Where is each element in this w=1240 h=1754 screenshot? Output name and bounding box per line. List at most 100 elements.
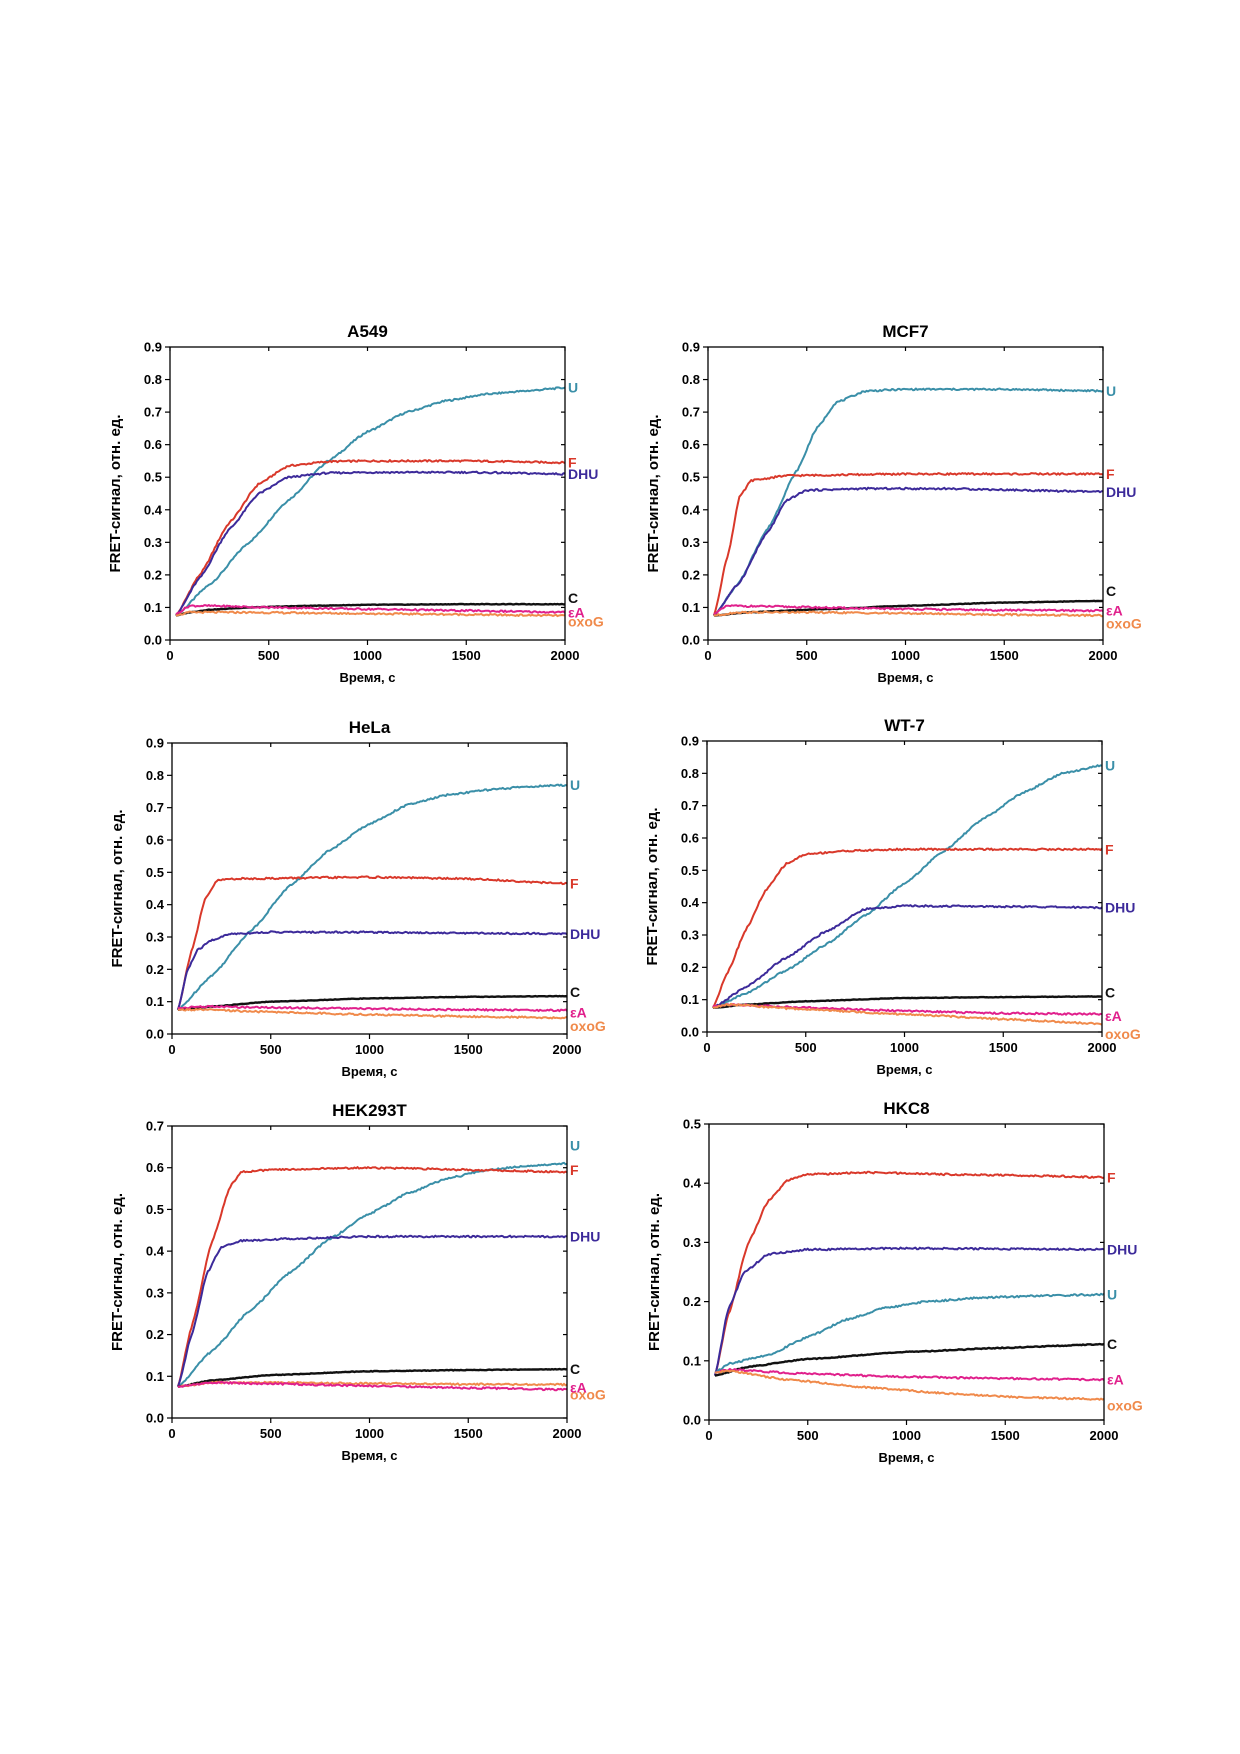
series-line-oxoG xyxy=(175,610,565,618)
series-label: C xyxy=(1106,583,1116,599)
series-line-C xyxy=(713,599,1103,617)
y-tick-label: 0.0 xyxy=(144,633,162,648)
y-tick-label: 0.4 xyxy=(682,502,701,517)
series-line-DHU xyxy=(712,904,1102,1009)
series-label: C xyxy=(570,984,580,1000)
y-tick-label: 0.0 xyxy=(682,633,700,648)
series-line-F xyxy=(712,472,1103,616)
series-label: εA xyxy=(570,1004,587,1020)
y-tick-label: 0.9 xyxy=(681,734,699,749)
y-tick-label: 0.6 xyxy=(144,437,162,452)
series-label: C xyxy=(570,1361,580,1377)
y-tick-label: 0.2 xyxy=(681,960,699,975)
y-tick-label: 0.6 xyxy=(146,833,164,848)
y-tick-label: 0.8 xyxy=(146,768,164,783)
series-label: C xyxy=(568,590,578,606)
series-line-DHU xyxy=(176,930,567,1011)
y-tick-label: 0.3 xyxy=(681,928,699,943)
y-tick-label: 0.7 xyxy=(146,1119,164,1134)
x-tick-label: 2000 xyxy=(1088,1040,1117,1055)
x-tick-label: 1500 xyxy=(452,648,481,663)
y-tick-label: 0.1 xyxy=(681,992,699,1007)
series-label: F xyxy=(568,455,577,471)
y-tick-label: 0.2 xyxy=(146,1327,164,1342)
y-tick-label: 0.3 xyxy=(683,1235,701,1250)
series-line-εA xyxy=(714,1367,1104,1382)
y-tick-label: 0.5 xyxy=(682,470,700,485)
x-tick-label: 1000 xyxy=(353,648,382,663)
x-tick-label: 1000 xyxy=(890,1040,919,1055)
y-tick-label: 0.3 xyxy=(146,930,164,945)
x-axis-label: Время, с xyxy=(878,1450,934,1465)
x-tick-label: 1500 xyxy=(989,1040,1018,1055)
series-label: C xyxy=(1107,1336,1117,1352)
series-label: oxoG xyxy=(570,1387,606,1403)
y-tick-label: 0.8 xyxy=(681,766,699,781)
series-label: DHU xyxy=(1106,484,1136,500)
series-label: oxoG xyxy=(1106,616,1142,632)
series-label: F xyxy=(1107,1169,1116,1185)
chart-title: A549 xyxy=(347,322,388,341)
series-label: F xyxy=(1106,466,1115,482)
series-line-F xyxy=(712,847,1102,1009)
series-label: DHU xyxy=(1105,900,1135,916)
x-tick-label: 2000 xyxy=(553,1426,582,1441)
x-tick-label: 500 xyxy=(797,1428,819,1443)
chart-title: WT-7 xyxy=(884,716,925,735)
series-line-DHU xyxy=(176,1234,567,1388)
series-line-F xyxy=(176,1166,567,1387)
series-line-εA xyxy=(175,604,565,615)
chart-title: HeLa xyxy=(349,718,391,737)
y-tick-label: 0.2 xyxy=(144,567,162,582)
y-tick-label: 0.5 xyxy=(144,470,162,485)
series-line-εA xyxy=(713,604,1103,615)
chart-title: HKC8 xyxy=(883,1099,929,1118)
series-line-oxoG xyxy=(713,610,1103,618)
series-label: oxoG xyxy=(570,1018,606,1034)
y-tick-label: 0.4 xyxy=(683,1176,702,1191)
y-tick-label: 0.0 xyxy=(146,1027,164,1042)
y-tick-label: 0.5 xyxy=(146,865,164,880)
x-tick-label: 2000 xyxy=(553,1042,582,1057)
series-line-U xyxy=(177,1161,567,1388)
y-tick-label: 0.2 xyxy=(682,567,700,582)
series-line-oxoG xyxy=(714,1369,1104,1401)
y-tick-label: 0.5 xyxy=(146,1202,164,1217)
y-axis-label: FRET-сигнал, отн. ед. xyxy=(644,808,661,966)
y-tick-label: 0.9 xyxy=(144,340,162,355)
series-line-F xyxy=(175,459,565,617)
y-tick-label: 0.5 xyxy=(683,1117,701,1132)
y-tick-label: 0.4 xyxy=(146,1244,165,1259)
x-tick-label: 2000 xyxy=(1089,648,1118,663)
y-axis-label: FRET-сигнал, отн. ед. xyxy=(645,415,662,573)
x-tick-label: 0 xyxy=(705,1428,712,1443)
y-tick-label: 0.0 xyxy=(683,1413,701,1428)
series-line-oxoG xyxy=(712,1002,1102,1026)
x-tick-label: 1000 xyxy=(892,1428,921,1443)
chart-panel: HKC8 F DHU U CεA oxoG 0.0 0.1 0.2 0.3 0.4 0.5 0 500 10… xyxy=(646,1099,1143,1465)
series-label: εA xyxy=(1105,1008,1122,1024)
series-label: U xyxy=(1107,1286,1117,1302)
y-tick-label: 0.1 xyxy=(146,1369,164,1384)
y-tick-label: 0.1 xyxy=(144,600,162,615)
x-tick-label: 0 xyxy=(166,648,173,663)
y-tick-label: 0.8 xyxy=(144,372,162,387)
x-tick-label: 1500 xyxy=(454,1042,483,1057)
x-tick-label: 2000 xyxy=(551,648,580,663)
series-line-εA xyxy=(177,1004,567,1013)
series-label: εA xyxy=(570,1380,587,1396)
series-label: F xyxy=(570,876,579,892)
x-tick-label: 0 xyxy=(168,1426,175,1441)
y-tick-label: 0.1 xyxy=(683,1353,701,1368)
y-tick-label: 0.6 xyxy=(146,1160,164,1175)
series-line-U xyxy=(714,1292,1104,1374)
x-tick-label: 1500 xyxy=(990,648,1019,663)
series-label: εA xyxy=(1107,1372,1124,1388)
y-tick-label: 0.0 xyxy=(146,1411,164,1426)
series-label: U xyxy=(568,380,578,396)
x-axis-label: Время, с xyxy=(876,1062,932,1077)
